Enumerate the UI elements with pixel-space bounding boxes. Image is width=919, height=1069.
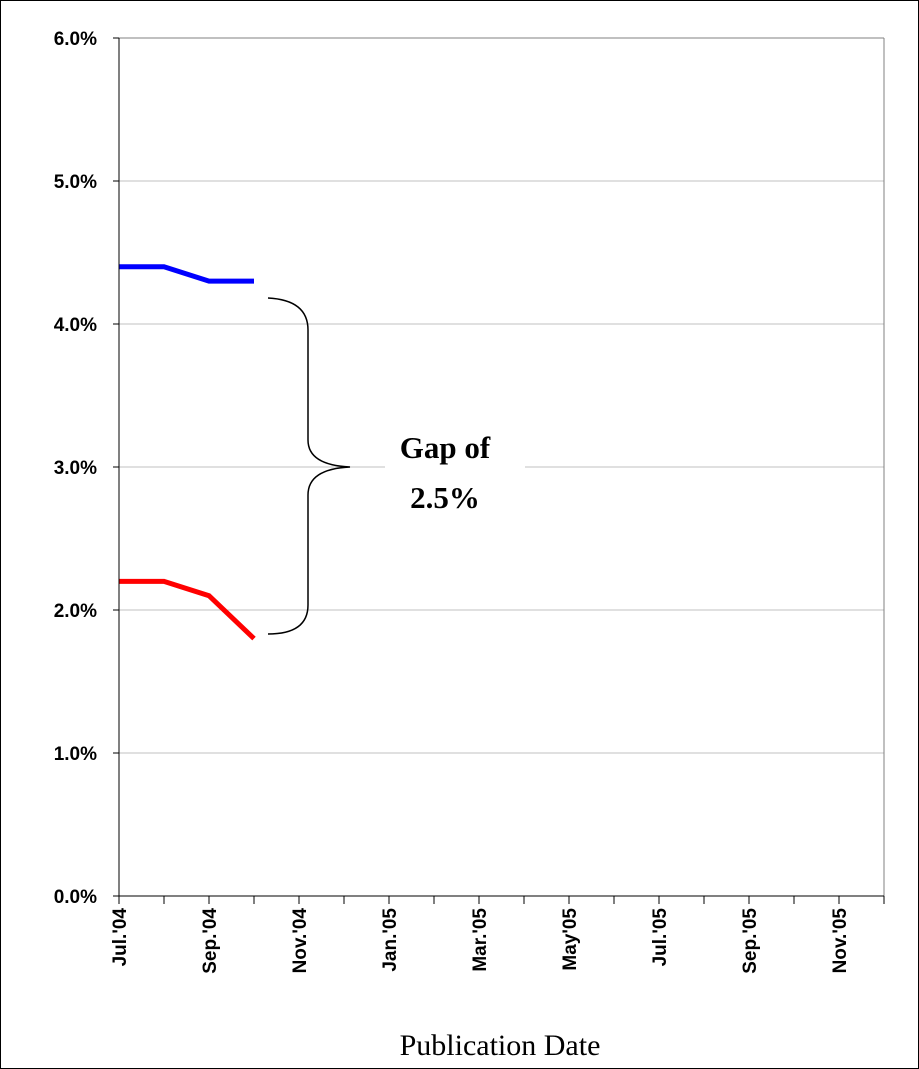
y-tick-label: 3.0% xyxy=(54,458,97,479)
series-line xyxy=(119,264,254,284)
series-line xyxy=(119,578,256,641)
y-tick-label: 1.0% xyxy=(54,744,97,765)
annotation: 2.5% xyxy=(410,480,480,515)
y-tick-label: 4.0% xyxy=(54,315,97,336)
y-tick-label: 2.0% xyxy=(54,601,97,622)
annotation: Gap of xyxy=(400,430,491,465)
y-tick-label: 5.0% xyxy=(54,172,97,193)
x-tick-label: Sep.'04 xyxy=(200,908,221,974)
x-tick-label: Sep.'05 xyxy=(740,908,761,974)
marks xyxy=(119,264,256,641)
x-tick-label: May'05 xyxy=(560,908,581,971)
x-tick-label: Jan.'05 xyxy=(380,908,401,972)
brace xyxy=(267,297,351,635)
x-tick-label: Jul.'05 xyxy=(650,908,671,967)
x-tick-label: Jul.'04 xyxy=(110,908,131,967)
x-tick-label: Nov.'05 xyxy=(830,908,851,974)
x-tick-label: Mar.'05 xyxy=(470,908,491,972)
y-tick-label: 6.0% xyxy=(54,29,97,50)
x-tick-label: Nov.'04 xyxy=(290,908,311,974)
x-axis-title: Publication Date xyxy=(400,1029,601,1062)
y-tick-label: 0.0% xyxy=(54,887,97,908)
annotation-box xyxy=(385,422,525,517)
